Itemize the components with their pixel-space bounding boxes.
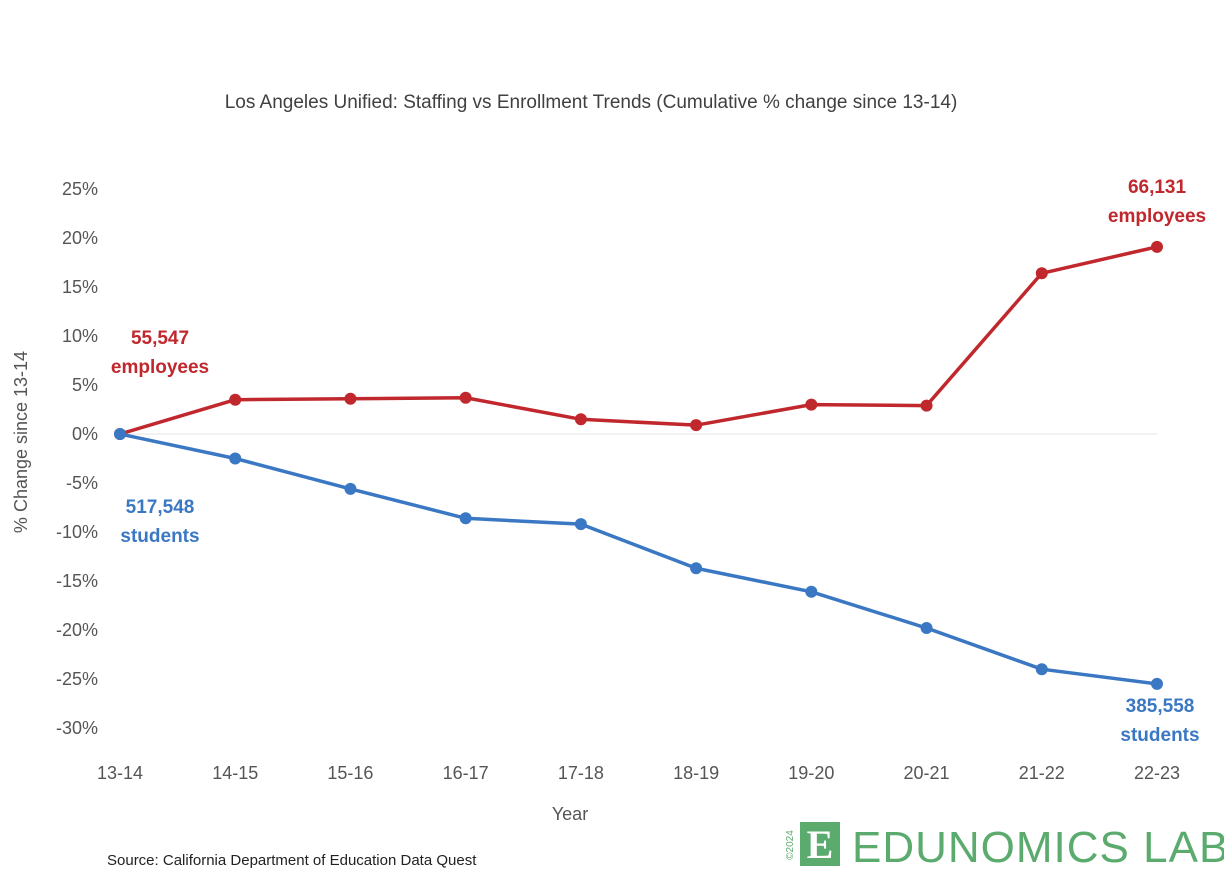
y-tick-label: 5% (72, 375, 98, 395)
y-tick-label: 20% (62, 228, 98, 248)
enrollment-point (1151, 677, 1163, 690)
staffing-line (119, 245, 1158, 436)
staffing-point (574, 413, 587, 426)
staffing-series (114, 240, 1163, 440)
enrollment-point (229, 452, 242, 465)
source-note: Source: California Department of Educati… (107, 852, 477, 869)
enrollment-start-unit: students (120, 526, 199, 547)
y-tick-label: 10% (62, 326, 98, 346)
staffing-point (229, 393, 242, 406)
chart-title: Los Angeles Unified: Staffing vs Enrollm… (225, 92, 958, 113)
y-tick-label: -10% (56, 522, 98, 542)
staffing-start-count: 55,547 (131, 328, 189, 349)
enrollment-end-annotation: 385,558 students (1120, 696, 1199, 746)
edunomics-logo: ©2024 E EDUNOMICS LAB (785, 822, 1224, 872)
y-axis-ticks: 25% 20% 15% 10% 5% 0% -5% -10% -15% -20% -25% -30% (56, 179, 98, 738)
staffing-start-unit: employees (111, 357, 209, 378)
y-tick-label: 15% (62, 277, 98, 297)
enrollment-end-unit: students (1120, 725, 1199, 746)
x-tick-label: 18-19 (673, 763, 719, 783)
staffing-point (805, 398, 818, 411)
logo-wordmark: EDUNOMICS LAB (852, 823, 1224, 872)
enrollment-point (805, 585, 818, 598)
y-axis-label: % Change since 13-14 (11, 351, 31, 533)
enrollment-point (574, 518, 587, 531)
staffing-point (920, 399, 933, 412)
staffing-point (1151, 240, 1163, 253)
x-tick-label: 21-22 (1019, 763, 1065, 783)
staffing-end-unit: employees (1108, 206, 1206, 227)
y-tick-label: -15% (56, 571, 98, 591)
y-tick-label: -30% (56, 718, 98, 738)
staffing-point (344, 392, 357, 405)
enrollment-point (690, 562, 703, 575)
x-tick-label: 15-16 (327, 763, 373, 783)
logo-mark-icon (800, 822, 840, 866)
x-axis-ticks: 13-14 14-15 15-16 16-17 17-18 18-19 19-20 20-21… (97, 763, 1180, 783)
enrollment-line (119, 432, 1158, 686)
enrollment-end-count: 385,558 (1126, 696, 1195, 717)
series-layer (114, 240, 1163, 690)
enrollment-point (114, 428, 126, 440)
x-tick-label: 14-15 (212, 763, 258, 783)
staffing-start-annotation: 55,547 employees (111, 328, 209, 378)
y-tick-label: -5% (66, 473, 98, 493)
enrollment-point (920, 622, 933, 635)
staffing-end-count: 66,131 (1128, 177, 1187, 198)
x-tick-label: 17-18 (558, 763, 604, 783)
enrollment-point (344, 482, 357, 495)
staffing-point (459, 391, 472, 404)
copyright-notice: ©2024 (785, 830, 796, 860)
logo-mark-letter: E (807, 822, 834, 867)
x-tick-label: 20-21 (904, 763, 950, 783)
staffing-point (690, 419, 703, 432)
staffing-end-annotation: 66,131 employees (1108, 177, 1206, 227)
enrollment-point (1035, 663, 1048, 676)
enrollment-start-count: 517,548 (126, 497, 195, 518)
enrollment-start-annotation: 517,548 students (120, 497, 199, 547)
x-tick-label: 19-20 (788, 763, 834, 783)
x-tick-label: 16-17 (443, 763, 489, 783)
enrollment-point (459, 512, 472, 525)
y-tick-label: -20% (56, 620, 98, 640)
x-axis-label: Year (552, 804, 588, 824)
staffing-point (1035, 267, 1048, 280)
x-tick-label: 22-23 (1134, 763, 1180, 783)
y-tick-label: 25% (62, 179, 98, 199)
y-tick-label: -25% (56, 669, 98, 689)
y-tick-label: 0% (72, 424, 98, 444)
x-tick-label: 13-14 (97, 763, 143, 783)
enrollment-series (114, 428, 1163, 690)
